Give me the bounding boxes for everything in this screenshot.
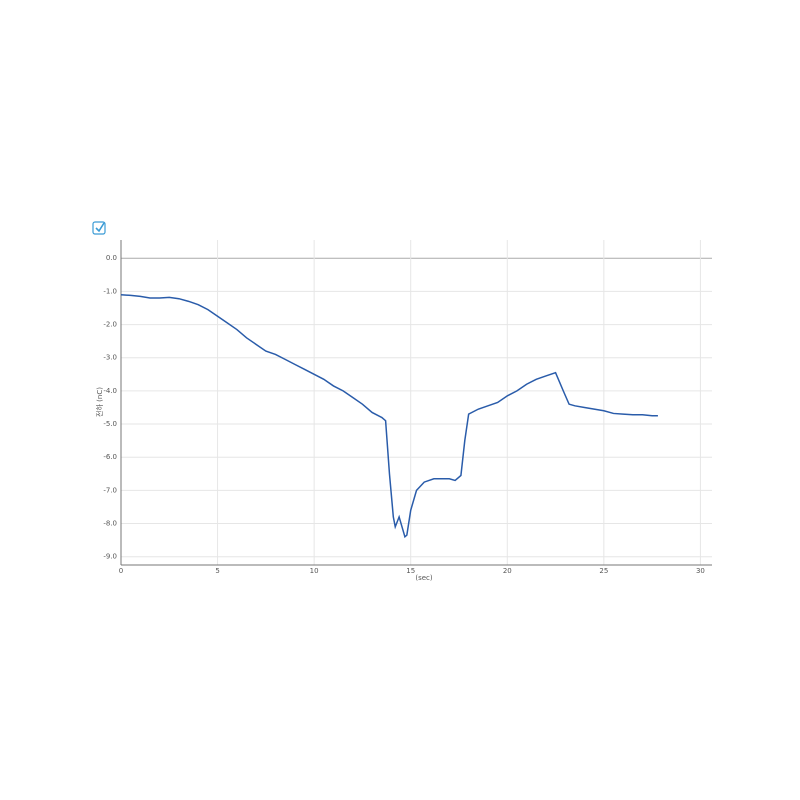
x-tick-label: 0 <box>119 567 123 575</box>
y-tick-label: -2.0 <box>103 321 117 329</box>
x-tick-label: 20 <box>503 567 512 575</box>
y-tick-label: -3.0 <box>103 354 117 362</box>
y-tick-label: -6.0 <box>103 453 117 461</box>
y-tick-label: -1.0 <box>103 287 117 295</box>
y-axis-label: 전하 (nC) <box>95 387 104 417</box>
x-axis-label: (sec) <box>415 574 433 582</box>
x-tick-label: 15 <box>406 567 415 575</box>
x-tick-label: 25 <box>599 567 608 575</box>
y-tick-label: 0.0 <box>106 254 117 262</box>
x-tick-label: 5 <box>215 567 219 575</box>
x-tick-label: 30 <box>696 567 705 575</box>
y-tick-label: -9.0 <box>103 553 117 561</box>
y-tick-label: -8.0 <box>103 520 117 528</box>
y-tick-label: -7.0 <box>103 486 117 494</box>
data-line <box>120 293 658 539</box>
y-tick-label: -5.0 <box>103 420 117 428</box>
checkbox[interactable] <box>92 221 106 235</box>
y-tick-label: -4.0 <box>103 387 117 395</box>
x-tick-label: 10 <box>310 567 319 575</box>
